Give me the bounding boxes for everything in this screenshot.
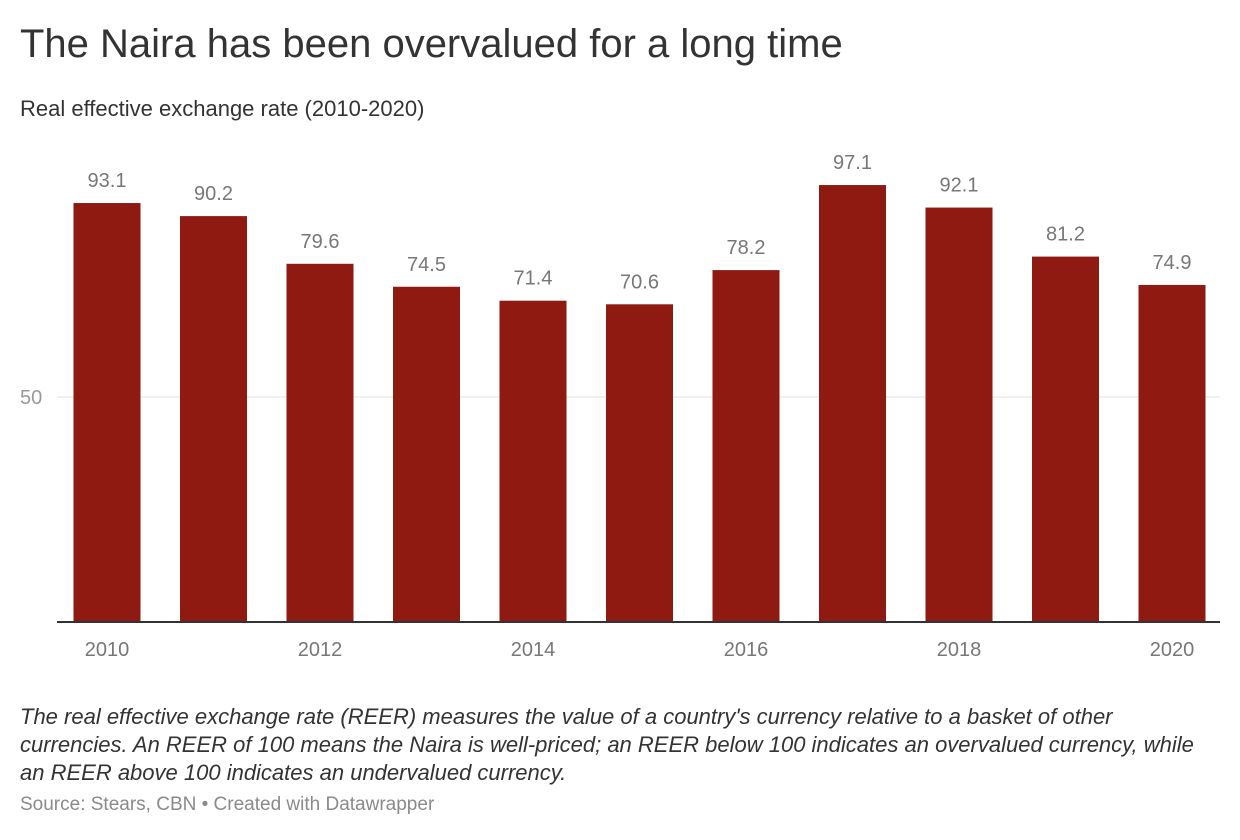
chart-subtitle: Real effective exchange rate (2010-2020) bbox=[20, 96, 425, 121]
bar-2020 bbox=[1138, 284, 1206, 622]
value-label-2012: 79.6 bbox=[301, 231, 340, 253]
bar-2012 bbox=[286, 263, 354, 622]
x-tick-label-2016: 2016 bbox=[724, 639, 769, 661]
value-label-2010: 93.1 bbox=[88, 170, 127, 192]
bar-2018 bbox=[925, 207, 993, 623]
value-label-2019: 81.2 bbox=[1046, 224, 1085, 246]
bar-2016 bbox=[712, 270, 780, 622]
x-tick-label-2010: 2010 bbox=[85, 639, 130, 661]
value-label-2013: 74.5 bbox=[407, 254, 446, 276]
bar-chart: 50 93.1 90.2 79.6 74.5 71.4 70.6 78.2 97.1 92.1 8… bbox=[20, 152, 1220, 661]
x-tick-label-2020: 2020 bbox=[1150, 639, 1195, 661]
chart-title: The Naira has been overvalued for a long… bbox=[20, 22, 843, 66]
bar-2011 bbox=[180, 216, 247, 622]
x-tick-label-2014: 2014 bbox=[511, 639, 556, 661]
bar-2010 bbox=[73, 203, 141, 623]
value-label-2011: 90.2 bbox=[194, 183, 233, 205]
bars bbox=[73, 185, 1206, 623]
bar-2015 bbox=[606, 304, 673, 622]
value-label-2016: 78.2 bbox=[727, 237, 766, 259]
x-tick-label-2012: 2012 bbox=[298, 639, 343, 661]
value-label-2020: 74.9 bbox=[1153, 252, 1192, 274]
y-tick-label: 50 bbox=[20, 387, 42, 409]
x-tick-label-2018: 2018 bbox=[937, 639, 982, 661]
value-labels: 93.1 90.2 79.6 74.5 71.4 70.6 78.2 97.1 92.1 81.2… bbox=[88, 152, 1192, 293]
chart-notes: The real effective exchange rate (REER) … bbox=[20, 704, 1194, 785]
bar-2014 bbox=[499, 300, 567, 622]
value-label-2018: 92.1 bbox=[940, 175, 979, 197]
chart-source: Source: Stears, CBN • Created with Dataw… bbox=[20, 794, 435, 815]
bar-2019 bbox=[1032, 256, 1099, 622]
bar-2017 bbox=[819, 185, 886, 623]
value-label-2015: 70.6 bbox=[620, 271, 659, 293]
value-label-2017: 97.1 bbox=[833, 152, 872, 174]
bar-2013 bbox=[393, 286, 460, 622]
x-axis: 2010 2012 2014 2016 2018 2020 bbox=[57, 621, 1220, 661]
value-label-2014: 71.4 bbox=[514, 268, 553, 290]
